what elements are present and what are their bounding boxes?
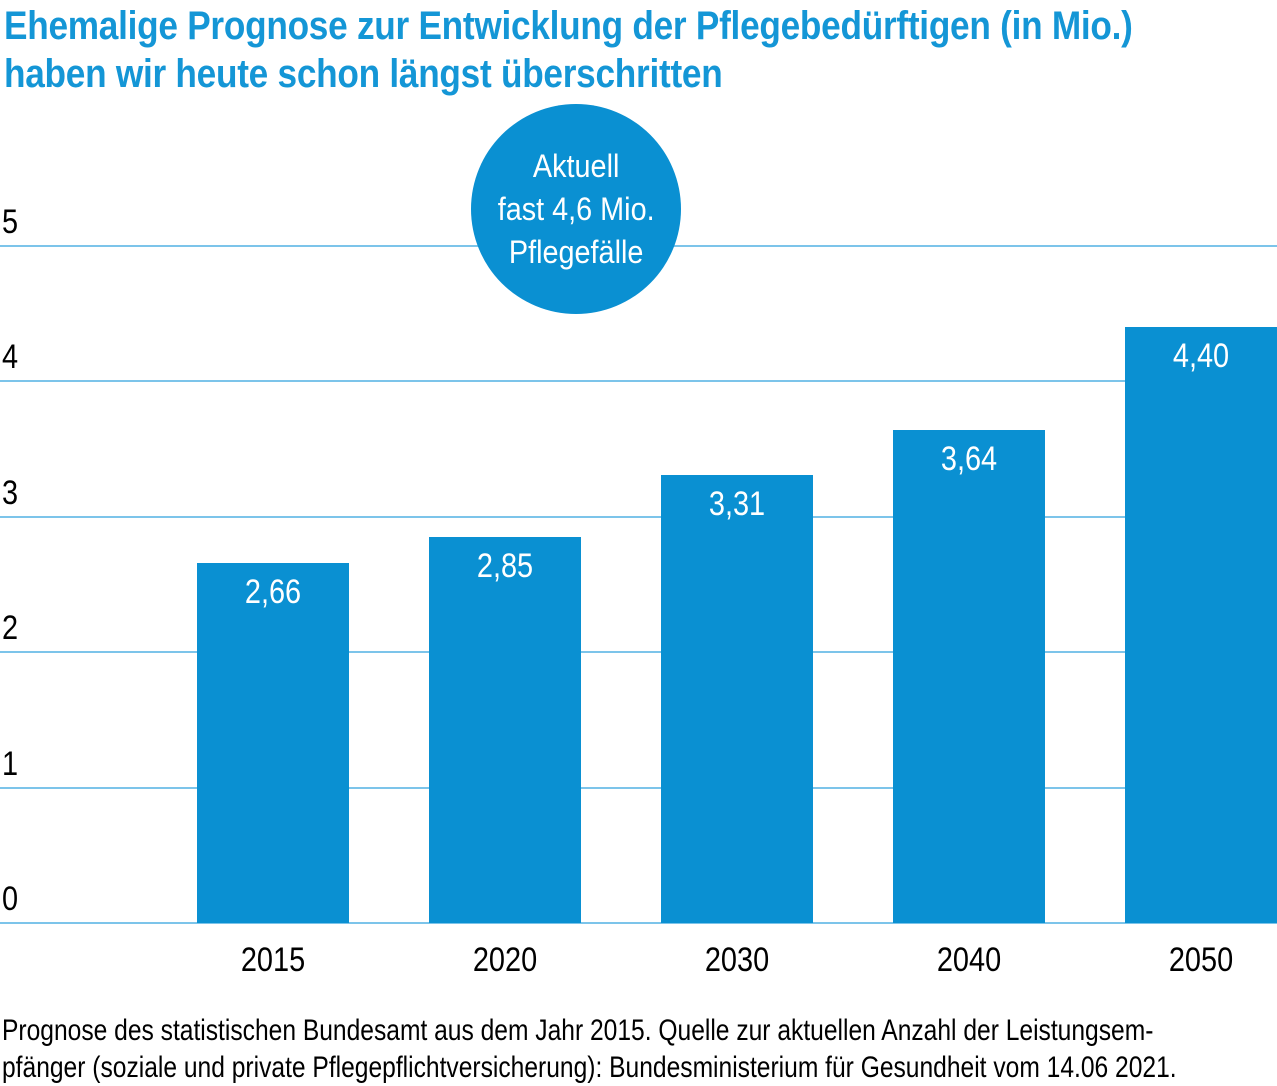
source-note-line-1: Prognose des statistischen Bundesamt aus… xyxy=(2,1014,1154,1047)
y-tick-label-0: 0 xyxy=(2,880,19,918)
bar-2050: 4,40 xyxy=(1125,327,1277,923)
annotation-circle: Aktuell fast 4,6 Mio. Pflegefälle xyxy=(471,104,681,314)
chart-title-line-1: Ehemalige Prognose zur Entwicklung der P… xyxy=(4,4,1133,48)
bar-value-label-2050: 4,40 xyxy=(1172,337,1230,376)
bar-2040: 3,64 xyxy=(893,430,1045,923)
y-tick-label-3: 3 xyxy=(2,473,19,512)
annotation-line-3: Pflegefälle xyxy=(508,233,644,270)
x-tick-label-2030: 2030 xyxy=(704,941,770,979)
x-tick-label-2020: 2020 xyxy=(472,941,538,979)
bar-2030: 3,31 xyxy=(661,474,813,923)
y-tick-label-1: 1 xyxy=(2,744,19,783)
chart-title-line-2: haben wir heute schon längst überschritt… xyxy=(4,52,723,96)
annotation-text: Aktuell fast 4,6 Mio. Pflegefälle xyxy=(498,145,655,274)
x-tick-label-2050: 2050 xyxy=(1168,941,1234,979)
y-tick-label-5: 5 xyxy=(2,203,19,241)
y-tick-label-4: 4 xyxy=(2,338,19,377)
gridline-y-4 xyxy=(0,380,1277,383)
gridline-y-0 xyxy=(0,922,1277,924)
x-tick-label-2015: 2015 xyxy=(240,941,306,979)
gridline-y-1 xyxy=(0,786,1277,789)
y-tick-label-2: 2 xyxy=(2,609,19,648)
bar-value-label-2020: 2,85 xyxy=(476,547,534,586)
chart-title: Ehemalige Prognose zur Entwicklung der P… xyxy=(4,2,1277,98)
source-note-line-2: pfänger (soziale und private Pflegepflic… xyxy=(2,1051,1177,1084)
bar-value-label-2030: 3,31 xyxy=(708,484,766,523)
gridline-y-2 xyxy=(0,651,1277,654)
x-tick-label-2040: 2040 xyxy=(936,941,1002,979)
bar-2020: 2,85 xyxy=(429,537,581,923)
source-note: Prognose des statistischen Bundesamt aus… xyxy=(2,1012,1277,1086)
gridline-y-3 xyxy=(0,515,1277,518)
annotation-line-2: fast 4,6 Mio. xyxy=(497,190,655,227)
bar-value-label-2040: 3,64 xyxy=(940,440,998,479)
bar-value-label-2015: 2,66 xyxy=(244,572,302,611)
bar-2015: 2,66 xyxy=(197,562,349,923)
annotation-line-1: Aktuell xyxy=(532,147,620,184)
